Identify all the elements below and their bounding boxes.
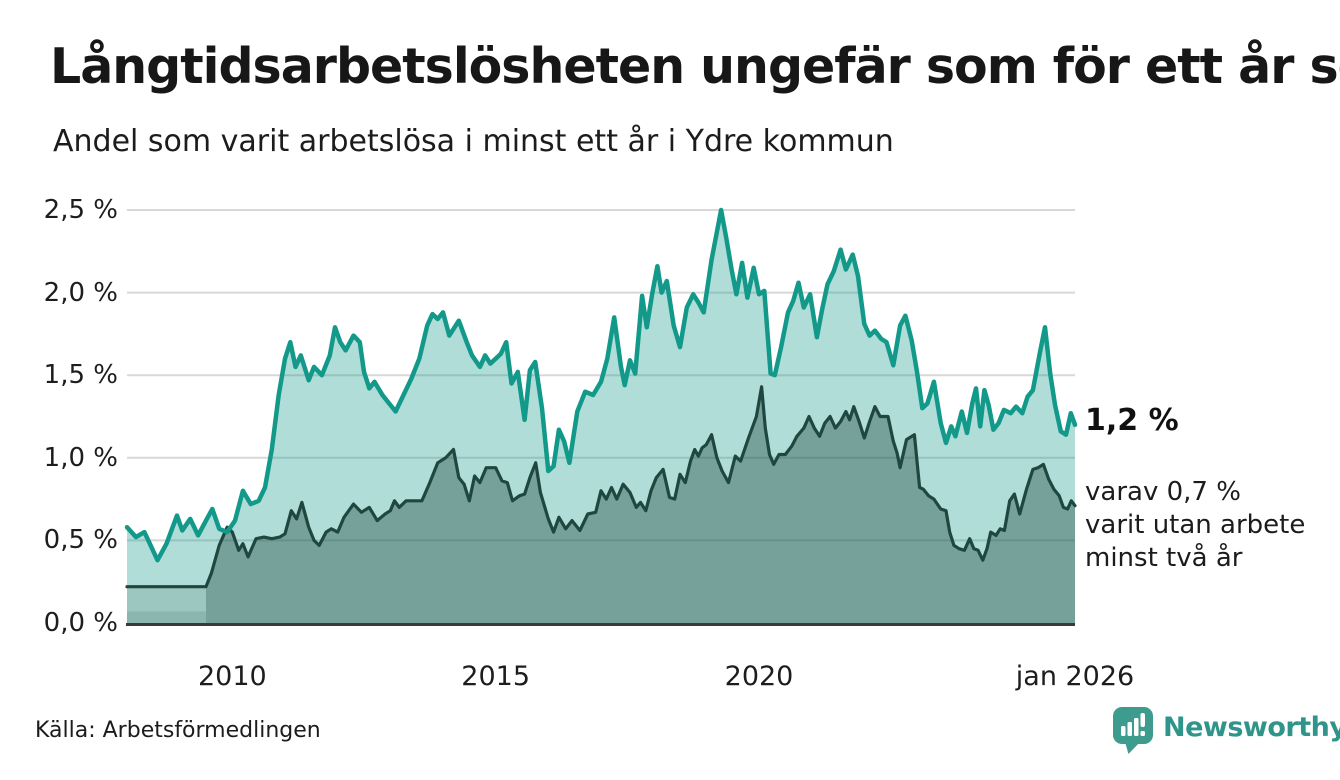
y-axis-tick-label: 1,0 % xyxy=(43,442,118,473)
area-baseline-band xyxy=(127,611,206,623)
area-min-one-year xyxy=(127,210,1075,623)
y-axis-tick-label: 2,5 % xyxy=(43,195,118,225)
newsworthy-logo: Newsworthy xyxy=(1112,706,1340,754)
y-axis-tick-label: 0,5 % xyxy=(43,525,118,556)
chart-subtitle: Andel som varit arbetslösa i minst ett å… xyxy=(53,124,894,159)
y-axis-tick-label: 1,5 % xyxy=(43,360,118,391)
x-axis-tick-label: jan 2026 xyxy=(1015,661,1135,692)
area-min-two-years-early xyxy=(127,586,206,623)
y-axis-tick-label: 0,0 % xyxy=(43,608,118,638)
end-value-label: 1,2 % xyxy=(1085,403,1179,438)
secondary-annotation-line: varav 0,7 % xyxy=(1085,477,1241,507)
x-axis-tick-label: 2015 xyxy=(461,661,531,692)
y-axis-tick-label: 2,0 % xyxy=(43,277,118,308)
newsworthy-wordmark: Newsworthy xyxy=(1163,712,1340,743)
secondary-annotation: varav 0,7 % varit utan arbete minst två … xyxy=(1085,476,1305,575)
x-axis-tick-label: 2010 xyxy=(197,661,267,692)
line-min-two-years xyxy=(125,385,1077,589)
secondary-annotation-line: varit utan arbete xyxy=(1085,510,1306,540)
area-min-two-years xyxy=(206,386,1075,623)
source-note: Källa: Arbetsförmedlingen xyxy=(35,718,321,743)
x-axis-tick-label: 2020 xyxy=(724,661,794,692)
newsworthy-logo-icon xyxy=(1113,707,1153,754)
page-title: Långtidsarbetslösheten ungefär som för e… xyxy=(50,38,1340,95)
line-min-one-year xyxy=(124,207,1078,563)
secondary-annotation-line: minst två år xyxy=(1085,543,1243,573)
